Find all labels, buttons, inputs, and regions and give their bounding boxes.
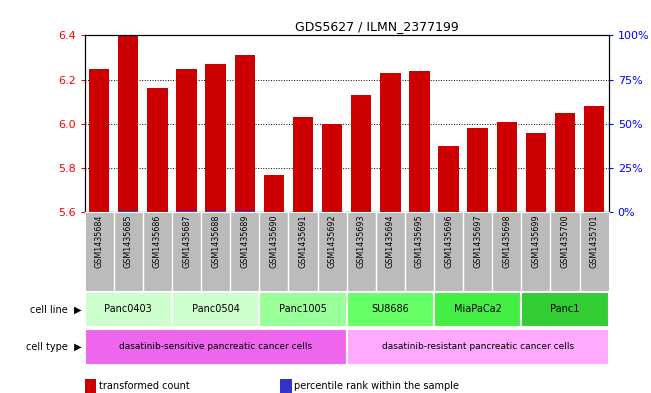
Bar	[380, 211, 400, 212]
Bar	[409, 71, 430, 212]
Text: GSM1435693: GSM1435693	[357, 215, 366, 268]
Text: percentile rank within the sample: percentile rank within the sample	[294, 381, 459, 391]
Bar	[322, 124, 342, 212]
Bar	[176, 211, 197, 212]
Bar	[206, 64, 226, 212]
Text: transformed count: transformed count	[99, 381, 189, 391]
Text: Panc1: Panc1	[550, 305, 579, 314]
Bar	[526, 133, 546, 212]
Bar	[89, 68, 109, 212]
Text: GSM1435685: GSM1435685	[124, 215, 133, 268]
Bar	[584, 106, 604, 212]
Text: GSM1435686: GSM1435686	[153, 215, 162, 268]
Bar	[434, 292, 521, 327]
Bar	[467, 128, 488, 212]
Text: MiaPaCa2: MiaPaCa2	[454, 305, 502, 314]
Text: dasatinib-resistant pancreatic cancer cells: dasatinib-resistant pancreatic cancer ce…	[381, 342, 574, 351]
Text: GSM1435688: GSM1435688	[211, 215, 220, 268]
Text: dasatinib-sensitive pancreatic cancer cells: dasatinib-sensitive pancreatic cancer ce…	[119, 342, 312, 351]
Bar	[234, 55, 255, 212]
Bar	[147, 211, 167, 212]
Bar	[409, 211, 430, 212]
Text: GSM1435694: GSM1435694	[386, 215, 395, 268]
Text: cell type  ▶: cell type ▶	[26, 342, 81, 352]
Bar	[85, 292, 172, 327]
Bar	[380, 73, 400, 212]
Text: GSM1435697: GSM1435697	[473, 215, 482, 268]
Text: GSM1435687: GSM1435687	[182, 215, 191, 268]
Bar	[351, 95, 372, 212]
Text: GSM1435696: GSM1435696	[444, 215, 453, 268]
Text: GSM1435700: GSM1435700	[561, 215, 570, 268]
Bar	[118, 211, 139, 212]
Text: GSM1435691: GSM1435691	[299, 215, 307, 268]
Bar	[264, 174, 284, 212]
Bar	[438, 146, 459, 212]
Text: GSM1435692: GSM1435692	[327, 215, 337, 268]
Bar	[259, 292, 347, 327]
Bar	[347, 329, 609, 365]
Bar	[555, 113, 575, 212]
Text: GSM1435684: GSM1435684	[94, 215, 104, 268]
Bar	[176, 68, 197, 212]
Bar	[147, 88, 167, 212]
Bar	[172, 292, 259, 327]
Bar	[206, 211, 226, 212]
Text: SU8686: SU8686	[372, 305, 409, 314]
Bar	[521, 292, 609, 327]
Text: GSM1435699: GSM1435699	[531, 215, 540, 268]
Text: Panc0403: Panc0403	[104, 305, 152, 314]
Bar	[234, 211, 255, 212]
Text: Panc0504: Panc0504	[191, 305, 240, 314]
Text: GSM1435698: GSM1435698	[503, 215, 511, 268]
Text: Panc1005: Panc1005	[279, 305, 327, 314]
Text: cell line  ▶: cell line ▶	[30, 305, 81, 314]
Text: GDS5627 / ILMN_2377199: GDS5627 / ILMN_2377199	[294, 20, 458, 33]
Bar	[118, 35, 139, 212]
Bar	[293, 117, 313, 212]
Text: GSM1435701: GSM1435701	[590, 215, 599, 268]
Bar	[85, 329, 347, 365]
Text: GSM1435690: GSM1435690	[270, 215, 279, 268]
Bar	[347, 292, 434, 327]
Text: GSM1435695: GSM1435695	[415, 215, 424, 268]
Bar	[497, 121, 517, 212]
Text: GSM1435689: GSM1435689	[240, 215, 249, 268]
